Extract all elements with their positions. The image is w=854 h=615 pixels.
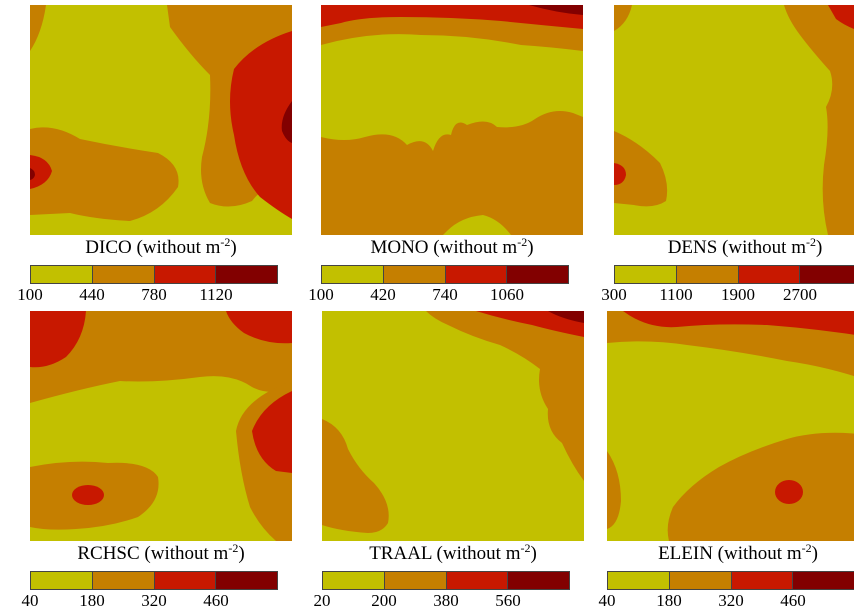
contour-map-dico bbox=[30, 5, 292, 235]
legend-tick: 180 bbox=[656, 591, 682, 610]
legend-tick: 1060 bbox=[490, 285, 524, 304]
map-title: TRAAL (without m-2) bbox=[369, 541, 537, 564]
color-legend-bar bbox=[30, 265, 278, 284]
legend-tick: 100 bbox=[17, 285, 43, 304]
legend-tick: 1120 bbox=[199, 285, 233, 304]
legend-tick: 460 bbox=[780, 591, 806, 610]
map-panel-dens: DENS (without m-2) 300 1100 1900 2700 bbox=[601, 5, 854, 309]
legend-tick: 40 bbox=[598, 591, 616, 610]
contour-map-traal bbox=[322, 311, 584, 541]
color-legend-bar bbox=[30, 571, 278, 590]
map-panel-elein: ELEIN (without m-2) 40 180 320 460 bbox=[599, 311, 854, 615]
legend-tick: 320 bbox=[718, 591, 744, 610]
legend-tick-labels: 300 1100 1900 2700 bbox=[601, 284, 854, 306]
legend-tick: 440 bbox=[79, 285, 105, 304]
contour-map-dens bbox=[614, 5, 854, 235]
legend-tick: 20 bbox=[313, 591, 331, 610]
map-panel-rchsc: RCHSC (without m-2) 40 180 320 460 bbox=[22, 311, 292, 615]
color-legend-bar bbox=[614, 265, 854, 284]
legend-tick: 380 bbox=[433, 591, 459, 610]
map-title: MONO (without m-2) bbox=[370, 235, 534, 258]
legend-tick-labels: 100 420 740 1060 bbox=[308, 284, 583, 306]
legend-tick: 740 bbox=[432, 285, 458, 304]
legend-tick: 40 bbox=[21, 591, 39, 610]
legend-tick: 180 bbox=[79, 591, 105, 610]
legend-tick-labels: 100 440 780 1120 bbox=[17, 284, 292, 306]
map-panel-dico: DICO (without m-2) 100 440 780 1120 bbox=[17, 5, 292, 309]
legend-tick: 320 bbox=[141, 591, 167, 610]
contour-map-mono bbox=[321, 5, 583, 235]
color-legend-bar bbox=[322, 571, 570, 590]
legend-tick: 560 bbox=[495, 591, 521, 610]
legend-tick: 780 bbox=[141, 285, 167, 304]
legend-tick: 300 bbox=[601, 285, 627, 304]
legend-tick-labels: 40 180 320 460 bbox=[22, 590, 292, 612]
legend-tick: 100 bbox=[308, 285, 334, 304]
map-panel-traal: TRAAL (without m-2) 20 200 380 560 bbox=[314, 311, 584, 615]
map-title: DICO (without m-2) bbox=[85, 235, 237, 258]
legend-tick: 1100 bbox=[659, 285, 693, 304]
map-title: DENS (without m-2) bbox=[667, 235, 823, 258]
map-title: RCHSC (without m-2) bbox=[77, 541, 245, 564]
legend-tick: 1900 bbox=[721, 285, 755, 304]
legend-tick-labels: 20 200 380 560 bbox=[314, 590, 584, 612]
color-legend-bar bbox=[321, 265, 569, 284]
legend-tick: 2700 bbox=[783, 285, 817, 304]
legend-tick: 200 bbox=[371, 591, 397, 610]
contour-map-elein bbox=[607, 311, 854, 541]
legend-tick: 460 bbox=[203, 591, 229, 610]
map-title: ELEIN (without m-2) bbox=[658, 541, 818, 564]
map-panel-mono: MONO (without m-2) 100 420 740 1060 bbox=[308, 5, 583, 309]
legend-tick-labels: 40 180 320 460 bbox=[599, 590, 854, 612]
contour-map-rchsc bbox=[30, 311, 292, 541]
legend-tick: 420 bbox=[370, 285, 396, 304]
color-legend-bar bbox=[607, 571, 854, 590]
